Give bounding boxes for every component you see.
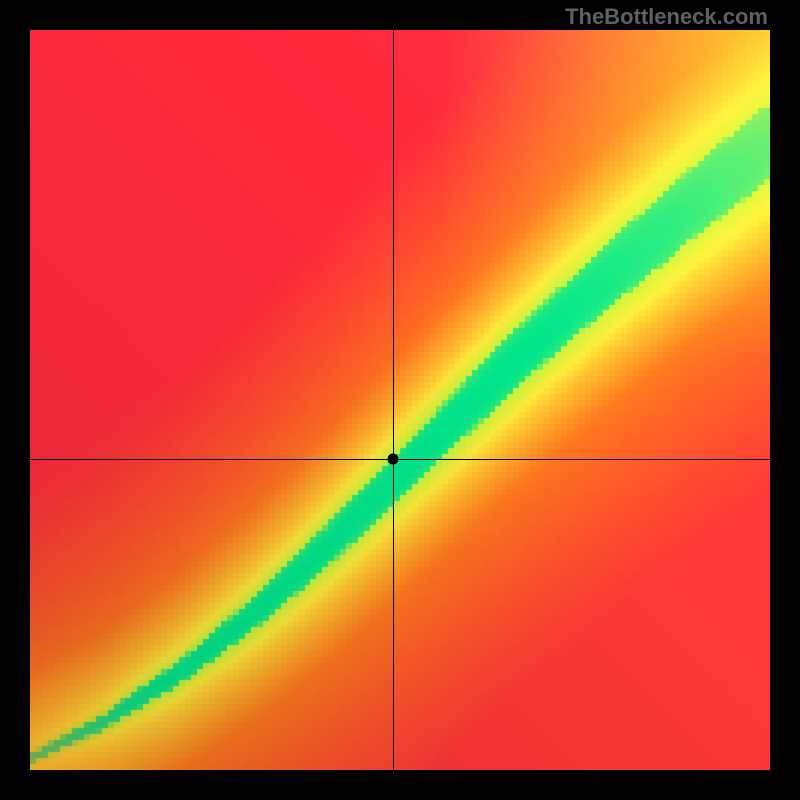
watermark-text: TheBottleneck.com — [565, 4, 768, 30]
crosshair-horizontal — [30, 459, 770, 460]
crosshair-vertical — [393, 30, 394, 770]
plot-area — [30, 30, 770, 770]
marker-dot — [387, 454, 398, 465]
heatmap-canvas — [30, 30, 770, 770]
chart-container: TheBottleneck.com — [0, 0, 800, 800]
